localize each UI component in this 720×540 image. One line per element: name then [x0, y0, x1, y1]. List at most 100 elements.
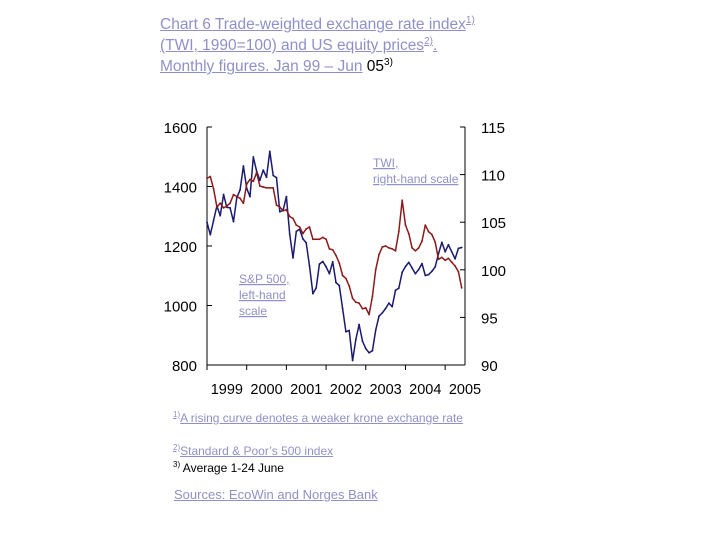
twi-point [374, 268, 377, 271]
twi-point [292, 217, 294, 220]
twi-point [404, 224, 407, 227]
s-p-500-point [212, 219, 215, 222]
s-p-500-point [378, 315, 380, 318]
s-p-500-point [341, 307, 344, 310]
s-p-500-point [255, 170, 258, 172]
twi-point [371, 295, 374, 298]
footnote-1-marker: 1) [173, 410, 181, 419]
s-p-500-point [368, 351, 370, 354]
s-p-500-point [434, 265, 437, 268]
twi-point [312, 238, 314, 241]
twi-annotation-line: right-hand scale [373, 172, 459, 186]
s-p-500-point [229, 207, 232, 209]
s-p-500-point [338, 284, 341, 287]
twi-point [441, 256, 443, 259]
x-tick-label: 2004 [409, 382, 441, 398]
twi-point [407, 232, 410, 235]
s-p-500-point [364, 347, 367, 350]
s-p-500-point [391, 305, 394, 308]
s-p-500-point [424, 274, 427, 277]
twi-point [348, 285, 351, 287]
twi-point [454, 265, 456, 267]
twi-point [282, 209, 284, 212]
twi-point [414, 249, 417, 252]
twi-point [255, 171, 258, 174]
x-tick-label: 2001 [290, 382, 322, 398]
s-p-500-point [411, 267, 413, 269]
twi-point [364, 307, 367, 309]
twi-point [358, 302, 360, 304]
twi-point [351, 297, 354, 300]
twi-point [212, 188, 215, 190]
title-footnote-ref-2: 2) [424, 35, 433, 47]
twi-point [345, 277, 347, 280]
s-p-500-point [354, 338, 357, 341]
s-p-500-point [404, 265, 407, 268]
title-part-1: Chart 6 Trade-weighted exchange rate ind… [160, 16, 466, 33]
twi-point [242, 202, 245, 205]
s-p-500-point [457, 247, 460, 250]
twi-point [315, 238, 318, 241]
title-part-2: (TWI, 1990=100) and US equity prices [160, 37, 425, 54]
twi-point [424, 224, 427, 227]
s-p-500-point [450, 251, 453, 253]
twi-point [421, 240, 423, 243]
twi-point [397, 230, 400, 233]
s-p-500-point [361, 340, 364, 343]
x-tick-label: 1999 [211, 382, 243, 398]
s-p-500-point [381, 312, 384, 314]
s-p-500-point [460, 246, 463, 249]
left-tick-label: 800 [172, 358, 197, 375]
twi-point [368, 313, 370, 316]
twi-point [381, 246, 384, 248]
s-p-500-point [444, 250, 447, 253]
s-p-500-point [308, 265, 311, 267]
s-p-500-point [321, 260, 324, 263]
twi-point [394, 249, 397, 252]
left-tick-label: 1600 [164, 120, 197, 137]
twi-point [391, 248, 394, 250]
s-p-500-point [427, 273, 430, 276]
s-p-500-point [397, 287, 400, 290]
left-tick-label: 1400 [164, 180, 197, 197]
twi-point [275, 204, 278, 207]
s-p-500-point [278, 210, 281, 213]
s-p-500-point [259, 179, 261, 182]
twi-point [338, 262, 341, 264]
s-p-500-point [232, 220, 235, 223]
s-p-500-point [315, 287, 318, 289]
twi-point [206, 177, 208, 180]
s-p-500-point [388, 302, 390, 304]
twi-annotation: TWI, right-hand scale [373, 156, 459, 186]
twi-line [206, 171, 463, 316]
twi-point [411, 247, 413, 249]
twi-point [259, 185, 261, 187]
s-p-500-point [454, 257, 456, 260]
twi-point [328, 248, 331, 250]
twi-point [427, 230, 430, 233]
chart-title: Chart 6 Trade-weighted exchange rate ind… [160, 14, 490, 77]
s-p-500-point [371, 349, 374, 352]
twi-point [216, 206, 218, 208]
twi-point [457, 270, 460, 273]
sources-note: Sources: EcoWin and Norges Bank [174, 487, 378, 502]
twi-point [437, 258, 440, 261]
s-p-500-point [295, 230, 298, 233]
s-p-500-point [206, 221, 208, 224]
footnote-2: 2)Standard & Poor’s 500 index [173, 443, 493, 459]
s-p-500-point [249, 195, 251, 198]
s-p-500-point [288, 233, 291, 236]
twi-point [229, 202, 232, 205]
right-tick-label: 115 [481, 120, 505, 137]
twi-point [341, 274, 344, 277]
x-tick-label: 2003 [369, 382, 401, 398]
series-layer [206, 150, 463, 362]
twi-point [265, 187, 268, 189]
s-p-500-point [209, 233, 212, 236]
s-p-500-point [441, 241, 443, 244]
twi-point [417, 247, 420, 249]
s-p-500-point [407, 261, 410, 264]
title-footnote-ref-1: 1) [465, 14, 475, 26]
twi-point [298, 226, 301, 228]
twi-point [239, 197, 242, 200]
